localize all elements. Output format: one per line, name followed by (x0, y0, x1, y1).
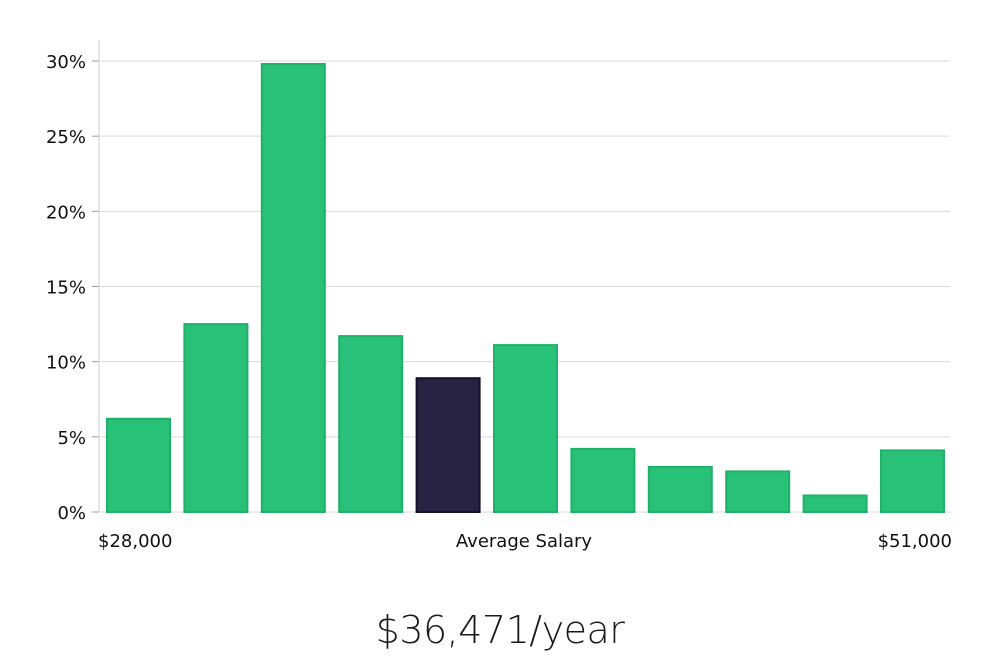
y-tick-label: 5% (57, 428, 86, 449)
x-max-label: $51,000 (878, 531, 952, 552)
x-min-label: $28,000 (98, 531, 172, 552)
bar-highlighted (415, 377, 481, 514)
bar (260, 63, 326, 513)
y-tick-label: 10% (46, 353, 86, 374)
y-tick-label: 30% (46, 52, 86, 73)
average-salary-value: $36,471/year (375, 608, 625, 652)
y-tick-label: 20% (46, 202, 86, 223)
bar (647, 465, 713, 513)
y-axis-ticks: 0% 5% 10% 15% 20% 25% 30% (46, 52, 99, 524)
bar (880, 449, 945, 513)
bar (183, 323, 249, 513)
bar (493, 344, 558, 513)
y-tick-label: 15% (46, 278, 86, 299)
bar (725, 470, 791, 513)
bars (106, 63, 945, 514)
bar (338, 335, 404, 513)
y-tick-label: 0% (57, 503, 86, 524)
x-center-label: Average Salary (456, 531, 593, 552)
salary-histogram: 0% 5% 10% 15% 20% 25% 30% $28,000 Average Sala… (46, 40, 952, 552)
y-tick-label: 25% (46, 127, 86, 148)
bar (106, 417, 171, 513)
bar (570, 447, 636, 513)
bar (802, 494, 868, 513)
